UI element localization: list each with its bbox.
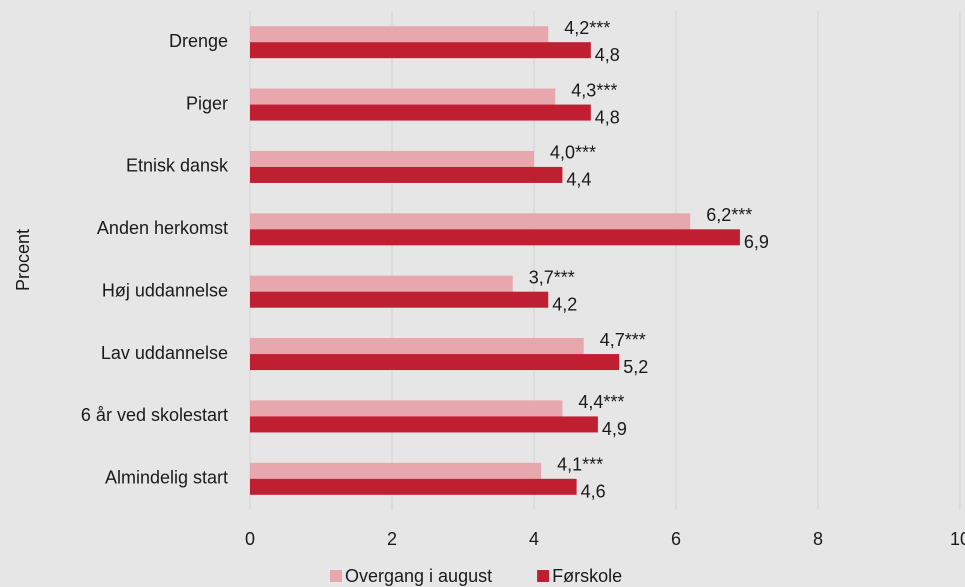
value-label: 4,8 — [595, 45, 620, 65]
legend-label: Overgang i august — [345, 566, 492, 586]
value-label: 4,0*** — [550, 143, 596, 163]
value-label: 4,9 — [602, 419, 627, 439]
value-label: 4,4*** — [578, 392, 624, 412]
value-label: 4,6 — [581, 482, 606, 502]
bar — [250, 166, 563, 183]
y-tick-label: Drenge — [169, 31, 228, 51]
bar — [250, 291, 549, 308]
bar — [250, 213, 691, 230]
y-tick-label: Etnisk dansk — [126, 156, 229, 176]
value-label: 4,1*** — [557, 455, 603, 475]
value-label: 4,8 — [595, 107, 620, 127]
x-tick-label: 4 — [529, 529, 539, 549]
value-label: 4,2 — [552, 294, 577, 314]
y-tick-label: Almindelig start — [105, 468, 228, 488]
value-label: 3,7*** — [529, 267, 575, 287]
x-tick-label: 6 — [671, 529, 681, 549]
y-tick-label: Lav uddannelse — [101, 343, 228, 363]
value-label: 4,2*** — [564, 18, 610, 38]
legend-swatch — [330, 570, 342, 582]
y-tick-label: Anden herkomst — [97, 218, 228, 238]
legend-swatch — [537, 570, 550, 582]
bar — [250, 462, 542, 479]
value-label: 4,7*** — [600, 330, 646, 350]
bar — [250, 42, 591, 59]
bar — [250, 88, 556, 105]
bar — [250, 416, 598, 433]
y-tick-label: 6 år ved skolestart — [81, 405, 228, 425]
value-label: 5,2 — [623, 357, 648, 377]
bar — [250, 229, 740, 246]
bar — [250, 26, 549, 43]
x-tick-label: 8 — [813, 529, 823, 549]
y-tick-label: Piger — [186, 93, 228, 113]
x-tick-label: 10 — [950, 529, 965, 549]
bar — [250, 104, 591, 121]
value-label: 6,2*** — [706, 205, 752, 225]
bar — [250, 400, 563, 417]
bar — [250, 354, 620, 371]
bar — [250, 478, 577, 495]
value-label: 6,9 — [744, 232, 769, 252]
y-tick-label: Høj uddannelse — [102, 280, 228, 300]
y-axis-label: Procent — [13, 229, 33, 291]
value-label: 4,3*** — [571, 80, 617, 100]
x-tick-label: 0 — [245, 529, 255, 549]
x-tick-label: 2 — [387, 529, 397, 549]
legend-label: Førskole — [552, 566, 622, 586]
value-label: 4,4 — [566, 170, 591, 190]
bar — [250, 150, 534, 167]
bar — [250, 338, 584, 355]
bar — [250, 275, 513, 292]
